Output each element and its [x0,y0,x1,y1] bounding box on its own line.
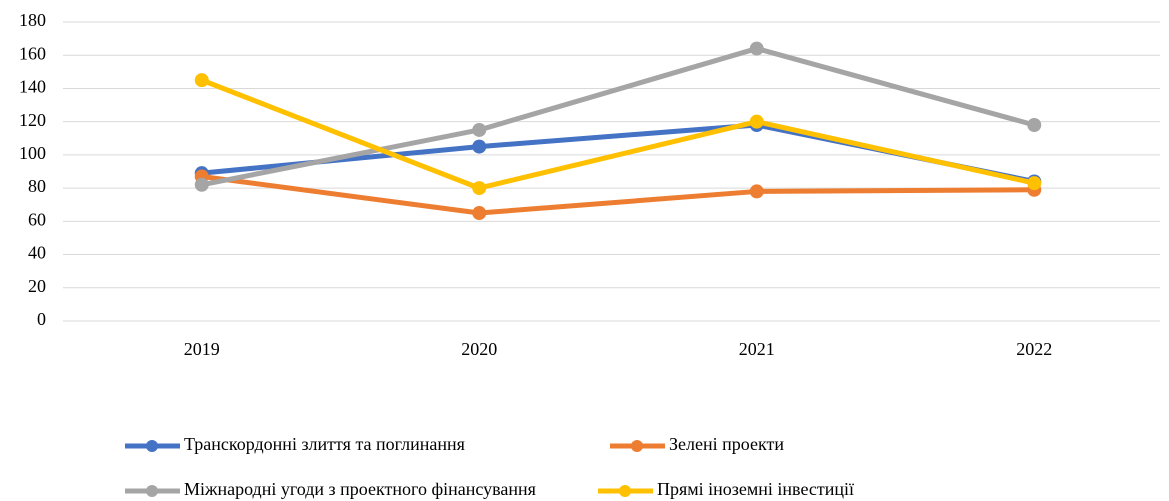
y-tick-label: 40 [28,243,46,263]
legend-marker [631,440,643,452]
x-tick-label: 2020 [461,339,497,359]
legend-marker [146,485,158,497]
point [1027,176,1042,191]
point [472,181,487,196]
y-tick-label: 120 [19,110,46,130]
x-tick-label: 2019 [184,339,220,359]
legend-marker [619,485,631,497]
y-tick-label: 80 [28,176,46,196]
legend-marker [146,440,158,452]
point [194,73,209,88]
y-tick-label: 140 [19,77,46,97]
point [749,184,764,199]
y-tick-label: 20 [28,276,46,296]
point [472,122,487,137]
y-tick-label: 100 [19,143,46,163]
legend-label: Зелені проекти [669,434,784,454]
point [749,41,764,56]
y-tick-label: 0 [37,309,46,329]
point [1027,117,1042,132]
series-line [201,174,1035,216]
point [749,114,764,129]
legend-label: Транскордонні злиття та поглинання [184,434,465,454]
point [472,206,487,221]
point [472,139,487,154]
x-tick-label: 2022 [1016,339,1052,359]
legend-label: Прямі іноземні інвестиції [657,479,854,499]
x-tick-label: 2021 [739,339,775,359]
series-line [200,77,1035,191]
series-line [201,46,1035,188]
y-tick-label: 160 [19,43,46,63]
y-tick-label: 180 [19,10,46,30]
point [194,177,209,192]
legend-label: Міжнародні угоди з проектного фінансуван… [184,479,536,499]
y-tick-label: 60 [28,209,46,229]
